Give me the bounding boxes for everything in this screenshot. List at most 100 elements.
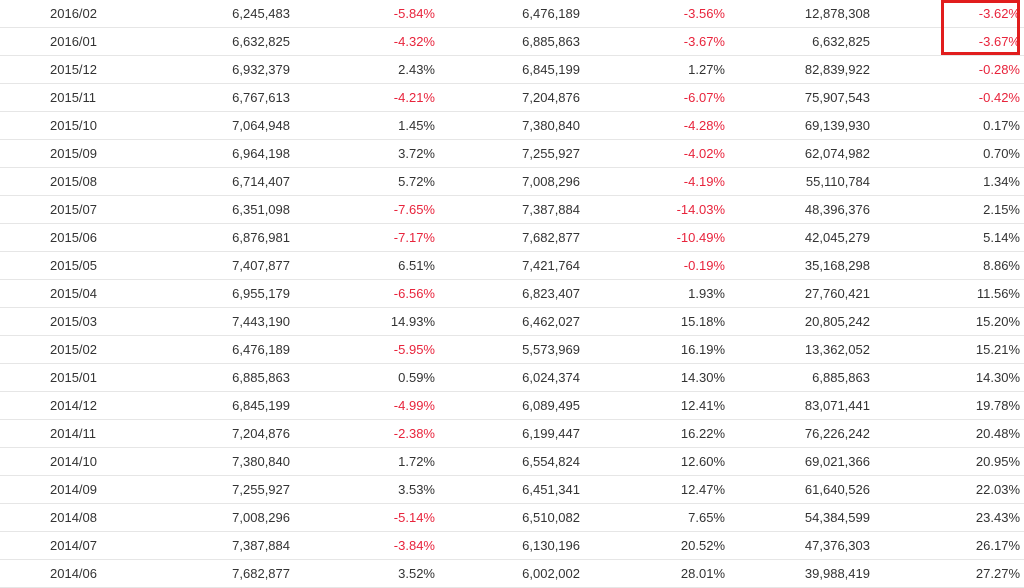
value-cell-c3: 6,199,447	[435, 419, 580, 448]
value-cell-c6: -3.62%	[870, 0, 1024, 28]
value-cell-c3: 6,024,374	[435, 363, 580, 392]
value-cell-c6: 8.86%	[870, 251, 1024, 280]
value-cell-c2: -7.65%	[290, 195, 435, 224]
value-cell-c6: 23.43%	[870, 503, 1024, 532]
value-cell-c1: 6,714,407	[145, 167, 290, 196]
value-cell-c3: 6,885,863	[435, 27, 580, 56]
value-cell-c6: 5.14%	[870, 223, 1024, 252]
value-cell-c4: -4.19%	[580, 167, 725, 196]
value-cell-c3: 6,130,196	[435, 531, 580, 560]
value-cell-c4: 1.93%	[580, 279, 725, 308]
table-row: 2014/07 7,387,884 -3.84% 6,130,196 20.52% 47,…	[0, 531, 1024, 560]
value-cell-c1: 6,476,189	[145, 335, 290, 364]
value-cell-c4: -3.56%	[580, 0, 725, 28]
value-cell-c3: 7,204,876	[435, 83, 580, 112]
table-row: 2015/11 6,767,613 -4.21% 7,204,876 -6.07% 75,…	[0, 83, 1024, 112]
month-cell: 2016/01	[0, 27, 145, 56]
value-cell-c6: -3.67%	[870, 27, 1024, 56]
value-cell-c3: 7,387,884	[435, 195, 580, 224]
table-row: 2015/04 6,955,179 -6.56% 6,823,407 1.93% 27,7…	[0, 279, 1024, 308]
value-cell-c2: -4.99%	[290, 391, 435, 420]
value-cell-c5: 27,760,421	[725, 279, 870, 308]
value-cell-c1: 7,255,927	[145, 475, 290, 504]
month-cell: 2015/03	[0, 307, 145, 336]
value-cell-c6: 14.30%	[870, 363, 1024, 392]
value-cell-c6: 0.17%	[870, 111, 1024, 140]
table-row: 2015/09 6,964,198 3.72% 7,255,927 -4.02% 62,0…	[0, 139, 1024, 168]
table-row: 2016/02 6,245,483 -5.84% 6,476,189 -3.56% 12,…	[0, 0, 1024, 28]
month-cell: 2014/06	[0, 559, 145, 588]
value-cell-c3: 7,380,840	[435, 111, 580, 140]
value-cell-c2: -4.32%	[290, 27, 435, 56]
value-cell-c1: 6,351,098	[145, 195, 290, 224]
month-cell: 2015/08	[0, 167, 145, 196]
value-cell-c5: 39,988,419	[725, 559, 870, 588]
month-cell: 2014/10	[0, 447, 145, 476]
value-cell-c3: 7,421,764	[435, 251, 580, 280]
table-row: 2015/08 6,714,407 5.72% 7,008,296 -4.19% 55,1…	[0, 167, 1024, 196]
month-cell: 2015/10	[0, 111, 145, 140]
table-row: 2015/03 7,443,190 14.93% 6,462,027 15.18% 20,…	[0, 307, 1024, 336]
table-row: 2014/11 7,204,876 -2.38% 6,199,447 16.22% 76,…	[0, 419, 1024, 448]
value-cell-c4: 12.41%	[580, 391, 725, 420]
value-cell-c4: -14.03%	[580, 195, 725, 224]
value-cell-c5: 83,071,441	[725, 391, 870, 420]
month-cell: 2014/11	[0, 419, 145, 448]
value-cell-c5: 69,021,366	[725, 447, 870, 476]
value-cell-c5: 47,376,303	[725, 531, 870, 560]
value-cell-c4: 1.27%	[580, 55, 725, 84]
value-cell-c1: 6,932,379	[145, 55, 290, 84]
value-cell-c2: 2.43%	[290, 55, 435, 84]
value-cell-c5: 54,384,599	[725, 503, 870, 532]
value-cell-c6: 1.34%	[870, 167, 1024, 196]
value-cell-c6: 15.20%	[870, 307, 1024, 336]
value-cell-c6: 20.95%	[870, 447, 1024, 476]
value-cell-c3: 6,510,082	[435, 503, 580, 532]
table-row: 2015/02 6,476,189 -5.95% 5,573,969 16.19% 13,…	[0, 335, 1024, 364]
value-cell-c1: 7,387,884	[145, 531, 290, 560]
value-cell-c2: 0.59%	[290, 363, 435, 392]
value-cell-c5: 42,045,279	[725, 223, 870, 252]
value-cell-c5: 13,362,052	[725, 335, 870, 364]
value-cell-c2: -6.56%	[290, 279, 435, 308]
value-cell-c3: 5,573,969	[435, 335, 580, 364]
value-cell-c6: -0.42%	[870, 83, 1024, 112]
value-cell-c1: 7,064,948	[145, 111, 290, 140]
value-cell-c5: 6,632,825	[725, 27, 870, 56]
value-cell-c5: 76,226,242	[725, 419, 870, 448]
value-cell-c6: 27.27%	[870, 559, 1024, 588]
month-cell: 2014/08	[0, 503, 145, 532]
value-cell-c3: 6,823,407	[435, 279, 580, 308]
value-cell-c4: -0.19%	[580, 251, 725, 280]
value-cell-c2: -7.17%	[290, 223, 435, 252]
value-cell-c4: 16.19%	[580, 335, 725, 364]
month-cell: 2015/06	[0, 223, 145, 252]
month-cell: 2015/11	[0, 83, 145, 112]
value-cell-c1: 7,407,877	[145, 251, 290, 280]
month-cell: 2015/12	[0, 55, 145, 84]
table-row: 2015/12 6,932,379 2.43% 6,845,199 1.27% 82,83…	[0, 55, 1024, 84]
table-row: 2015/10 7,064,948 1.45% 7,380,840 -4.28% 69,1…	[0, 111, 1024, 140]
month-cell: 2015/01	[0, 363, 145, 392]
value-cell-c2: 1.45%	[290, 111, 435, 140]
value-cell-c4: 7.65%	[580, 503, 725, 532]
value-cell-c4: 15.18%	[580, 307, 725, 336]
value-cell-c1: 6,955,179	[145, 279, 290, 308]
table-row: 2015/05 7,407,877 6.51% 7,421,764 -0.19% 35,1…	[0, 251, 1024, 280]
value-cell-c2: 3.72%	[290, 139, 435, 168]
value-cell-c2: 1.72%	[290, 447, 435, 476]
value-cell-c2: -5.95%	[290, 335, 435, 364]
table-row: 2014/08 7,008,296 -5.14% 6,510,082 7.65% 54,3…	[0, 503, 1024, 532]
value-cell-c2: -4.21%	[290, 83, 435, 112]
value-cell-c2: 3.53%	[290, 475, 435, 504]
month-cell: 2015/04	[0, 279, 145, 308]
value-cell-c6: 20.48%	[870, 419, 1024, 448]
value-cell-c3: 7,255,927	[435, 139, 580, 168]
value-cell-c4: -10.49%	[580, 223, 725, 252]
value-cell-c3: 6,462,027	[435, 307, 580, 336]
value-cell-c4: 14.30%	[580, 363, 725, 392]
value-cell-c1: 7,380,840	[145, 447, 290, 476]
value-cell-c5: 20,805,242	[725, 307, 870, 336]
